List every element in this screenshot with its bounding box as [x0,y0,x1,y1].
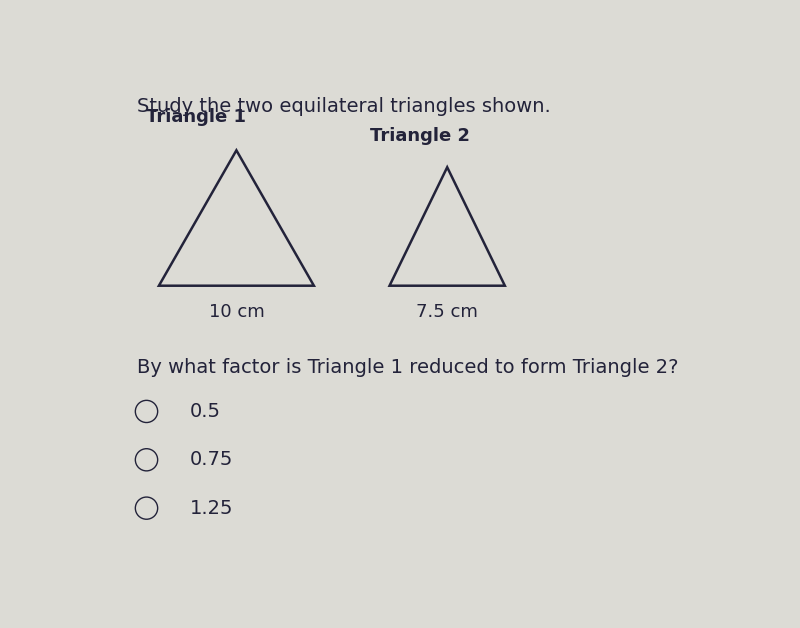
Text: Triangle 1: Triangle 1 [146,108,246,126]
Text: Study the two equilateral triangles shown.: Study the two equilateral triangles show… [138,97,551,116]
Text: 0.75: 0.75 [190,450,234,469]
Text: 0.5: 0.5 [190,402,221,421]
Text: 7.5 cm: 7.5 cm [416,303,478,321]
Text: Triangle 2: Triangle 2 [370,127,470,146]
Text: By what factor is Triangle 1 reduced to form Triangle 2?: By what factor is Triangle 1 reduced to … [138,358,678,377]
Text: 10 cm: 10 cm [209,303,264,321]
Text: 1.25: 1.25 [190,499,234,517]
